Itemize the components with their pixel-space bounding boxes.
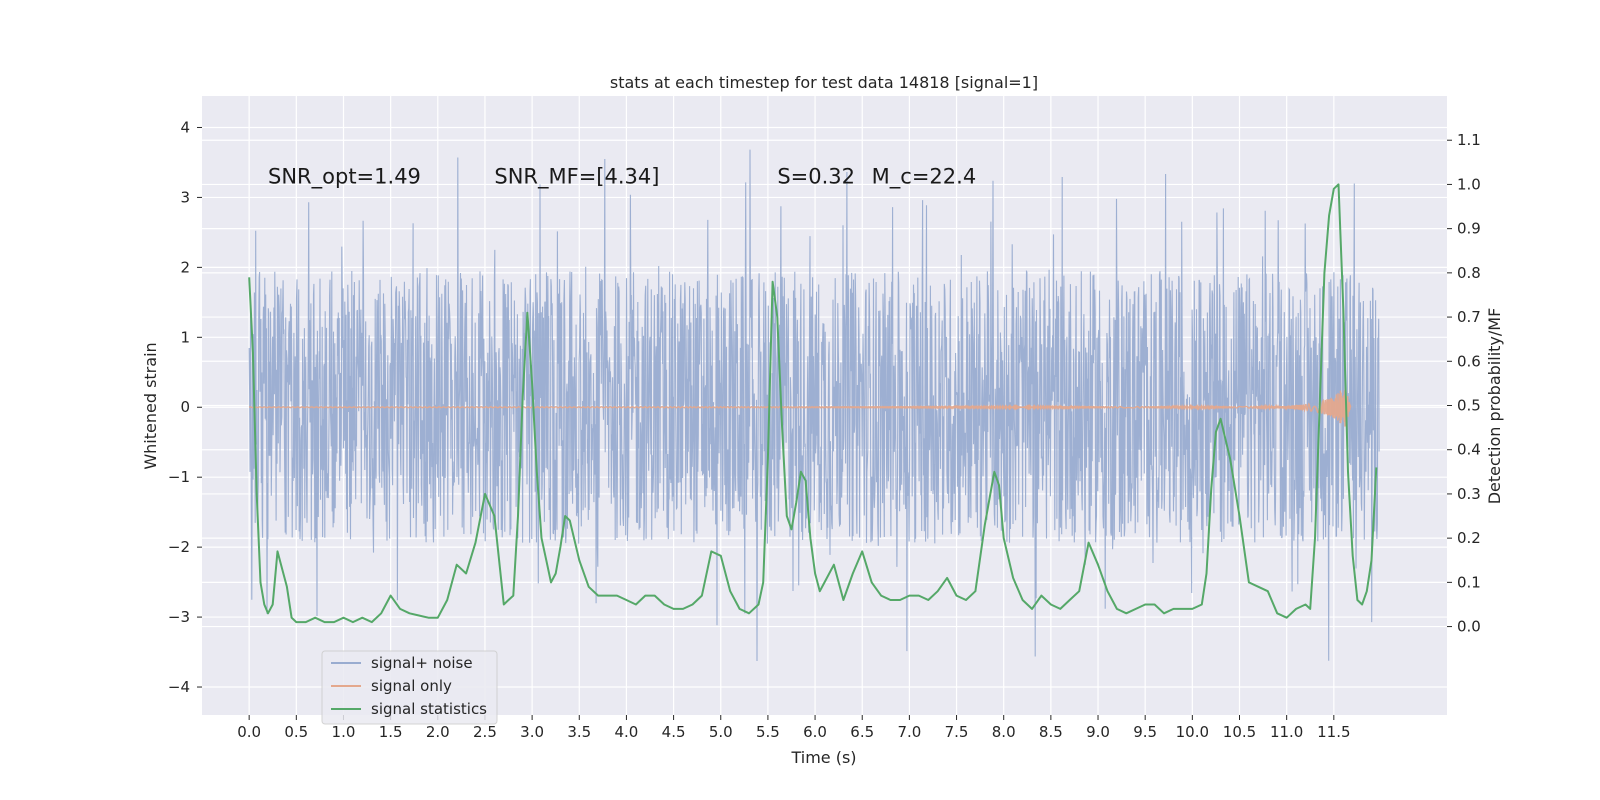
x-tick-label: 7.0 xyxy=(897,723,921,741)
y-tick-label: 0 xyxy=(180,398,190,416)
line-signal-statistics xyxy=(248,183,1378,624)
series-signal-plus-noise xyxy=(248,149,1380,662)
x-axis-label: Time (s) xyxy=(790,748,856,767)
x-tick-label: 8.0 xyxy=(992,723,1016,741)
annotations: SNR_opt=1.49 SNR_MF=[4.34] S=0.32 M_c=22.4 xyxy=(268,164,976,189)
y2-tick-label: 0.0 xyxy=(1457,618,1481,636)
plot-area xyxy=(248,149,1380,662)
x-tick-label: 9.5 xyxy=(1133,723,1157,741)
y-tick-label: −1 xyxy=(168,468,190,486)
y2-tick-label: 0.8 xyxy=(1457,264,1481,282)
x-axis: 0.0 0.5 1.0 1.5 2.0 2.5 3.0 3.5 4.0 4.5 5.0 5.5 6.0 6… xyxy=(237,715,1351,741)
x-tick-label: 11.0 xyxy=(1270,723,1303,741)
line-signal-plus-noise xyxy=(248,149,1380,662)
y-axis-right: 1.1 1.0 0.9 0.8 0.7 0.6 0.5 0.4 0.3 0.2 0.1 0.0 xyxy=(1447,131,1481,636)
y2-tick-label: 0.1 xyxy=(1457,573,1481,591)
x-tick-label: 5.0 xyxy=(709,723,733,741)
x-tick-label: 10.5 xyxy=(1223,723,1256,741)
annotation-text: SNR_opt=1.49 xyxy=(268,164,421,189)
y2-tick-label: 0.3 xyxy=(1457,485,1481,503)
x-tick-label: 1.5 xyxy=(379,723,403,741)
x-tick-label: 4.5 xyxy=(662,723,686,741)
x-tick-label: 6.5 xyxy=(850,723,874,741)
legend-box xyxy=(321,650,498,725)
line-signal-only xyxy=(248,386,1352,427)
y-tick-label: 2 xyxy=(180,258,190,276)
x-tick-label: 10.0 xyxy=(1176,723,1209,741)
x-tick-label: 2.5 xyxy=(473,723,497,741)
y2-tick-label: 0.7 xyxy=(1457,308,1481,326)
y2-tick-label: 0.6 xyxy=(1457,352,1481,370)
x-tick-label: 2.0 xyxy=(426,723,450,741)
y-axis-label-left: Whitened strain xyxy=(141,342,160,469)
y-tick-label: 1 xyxy=(180,328,190,346)
x-tick-label: 4.0 xyxy=(615,723,639,741)
legend: signal+ noise signal only signal statist… xyxy=(321,650,498,725)
y2-tick-label: 0.4 xyxy=(1457,441,1481,459)
x-tick-label: 6.0 xyxy=(803,723,827,741)
y-tick-label: 3 xyxy=(180,188,190,206)
x-tick-label: 0.5 xyxy=(284,723,308,741)
x-tick-label: 7.5 xyxy=(945,723,969,741)
x-tick-label: 0.0 xyxy=(237,723,261,741)
x-tick-label: 9.0 xyxy=(1086,723,1110,741)
y-tick-label: −3 xyxy=(168,608,190,626)
x-tick-label: 3.5 xyxy=(567,723,591,741)
y2-tick-label: 1.1 xyxy=(1457,131,1481,149)
y2-tick-label: 0.9 xyxy=(1457,220,1481,238)
x-tick-label: 5.5 xyxy=(756,723,780,741)
y-tick-label: 4 xyxy=(180,118,190,136)
y-tick-label: −4 xyxy=(168,678,190,696)
annotation-text: SNR_MF=[4.34] xyxy=(494,164,659,189)
x-tick-label: 8.5 xyxy=(1039,723,1063,741)
x-tick-label: 3.0 xyxy=(520,723,544,741)
legend-label-signal-plus-noise: signal+ noise xyxy=(371,654,473,672)
annotation-text: S=0.32 xyxy=(777,164,855,188)
legend-label-signal-only: signal only xyxy=(371,677,452,695)
x-tick-label: 1.0 xyxy=(332,723,356,741)
legend-label-signal-statistics: signal statistics xyxy=(371,700,487,718)
x-tick-label: 11.5 xyxy=(1317,723,1350,741)
series-signal-only xyxy=(248,386,1352,427)
chart-title: stats at each timestep for test data 148… xyxy=(610,73,1038,92)
series-signal-statistics xyxy=(248,183,1378,624)
annotation-text: M_c=22.4 xyxy=(872,164,977,189)
y2-tick-label: 0.5 xyxy=(1457,397,1481,415)
y-axis-label-right: Detection probability/MF xyxy=(1485,308,1504,505)
y-tick-label: −2 xyxy=(168,538,190,556)
y2-tick-label: 0.2 xyxy=(1457,529,1481,547)
y-axis-left: 4 3 2 1 0 −1 −2 −3 −4 xyxy=(168,118,202,696)
y2-tick-label: 1.0 xyxy=(1457,175,1481,193)
